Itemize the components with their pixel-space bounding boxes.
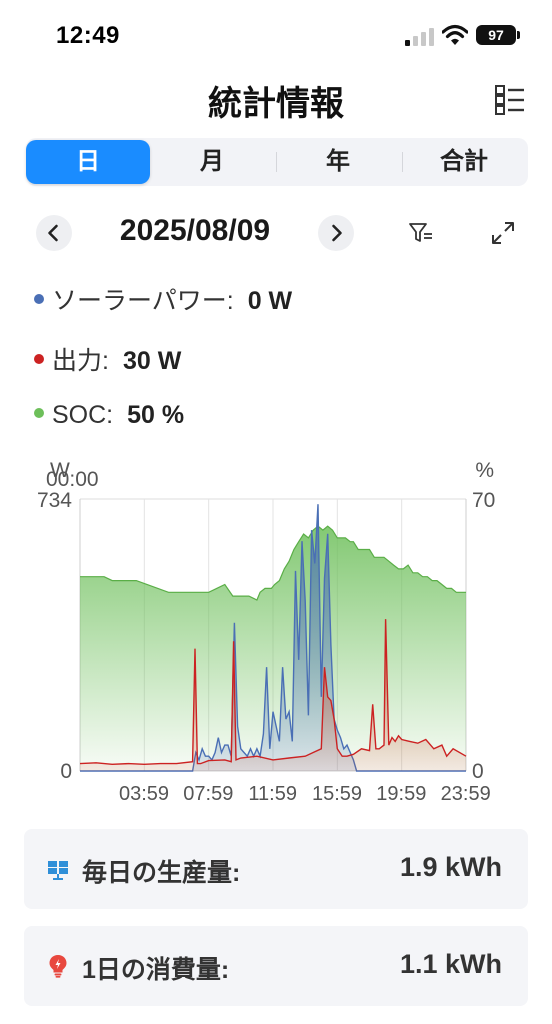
daily-consumption-label: 1日の消費量: xyxy=(82,956,230,984)
previous-date-button[interactable] xyxy=(36,215,72,251)
lightbulb-icon xyxy=(49,955,67,978)
right-tick-max: 70 xyxy=(472,489,495,512)
wifi-icon xyxy=(442,24,468,45)
legend-dot xyxy=(34,294,44,305)
left-tick-min: 0 xyxy=(60,760,72,783)
legend-value: 0 W xyxy=(247,287,293,315)
daily-consumption-card: 1日の消費量: 1.1 kWh xyxy=(24,926,528,1006)
daily-production-card: 毎日の生産量: 1.9 kWh xyxy=(24,829,528,909)
battery-tip xyxy=(517,31,520,39)
chevron-left-icon xyxy=(48,224,58,242)
next-date-button[interactable] xyxy=(318,215,354,251)
daily-production-label: 毎日の生産量: xyxy=(82,859,241,887)
x-tick-label: 23:59 xyxy=(441,783,491,805)
legend-dot xyxy=(34,354,44,365)
daily-production-value: 1.9 kWh xyxy=(399,852,502,882)
legend-soc: SOC: 50 % xyxy=(34,401,184,430)
period-tabs: 日 月 年 合計 xyxy=(26,138,528,186)
solar-panel-icon xyxy=(48,861,68,880)
daily-consumption-value: 1.1 kWh xyxy=(399,949,502,979)
x-tick-label: 11:59 xyxy=(248,783,297,805)
tab-divider xyxy=(402,152,403,172)
legend-value: 30 W xyxy=(122,347,182,375)
tooltip-time: 00:00 xyxy=(46,468,99,491)
legend-dot xyxy=(34,408,44,419)
left-tick-max: 734 xyxy=(37,489,72,512)
soc-line xyxy=(80,525,466,601)
expand-icon[interactable] xyxy=(490,220,516,246)
status-bar: 12:49 97 xyxy=(0,0,552,70)
legend-value: 50 % xyxy=(127,401,185,429)
tab-month[interactable]: 月 xyxy=(200,148,224,175)
tab-divider xyxy=(276,152,277,172)
energy-chart[interactable]: W 00:00 % 734 0 70 0 03:59 07:59 11:59 15:5… xyxy=(0,455,552,805)
solar-line xyxy=(80,504,466,772)
output-line xyxy=(79,619,467,766)
left-axis-unit: W xyxy=(50,459,70,482)
filter-icon[interactable] xyxy=(408,220,434,246)
x-tick-label: 19:59 xyxy=(376,783,426,805)
current-date[interactable]: 2025/08/09 xyxy=(119,214,271,247)
cellular-signal-icon xyxy=(405,28,434,46)
soc-area xyxy=(80,526,466,771)
output-area xyxy=(80,619,466,771)
x-tick-label: 03:59 xyxy=(119,783,169,805)
x-tick-label: 15:59 xyxy=(312,783,362,805)
tab-day[interactable]: 日 xyxy=(26,140,150,184)
right-tick-min: 0 xyxy=(472,760,484,783)
legend-output: 出力: 30 W xyxy=(34,341,181,377)
legend-label: SOC: xyxy=(52,401,114,429)
status-time: 12:49 xyxy=(56,22,120,49)
right-axis-unit: % xyxy=(475,459,494,482)
legend-label: 出力: xyxy=(52,347,109,375)
checklist-icon[interactable] xyxy=(494,84,526,116)
legend-label: ソーラーパワー: xyxy=(52,287,234,315)
page-title: 統計情報 xyxy=(208,85,344,123)
tab-total[interactable]: 合計 xyxy=(440,148,488,175)
tab-year[interactable]: 年 xyxy=(326,148,350,175)
legend-solar: ソーラーパワー: 0 W xyxy=(34,281,292,317)
x-tick-label: 07:59 xyxy=(183,783,233,805)
battery-indicator: 97 xyxy=(476,25,516,45)
chevron-right-icon xyxy=(332,224,342,242)
